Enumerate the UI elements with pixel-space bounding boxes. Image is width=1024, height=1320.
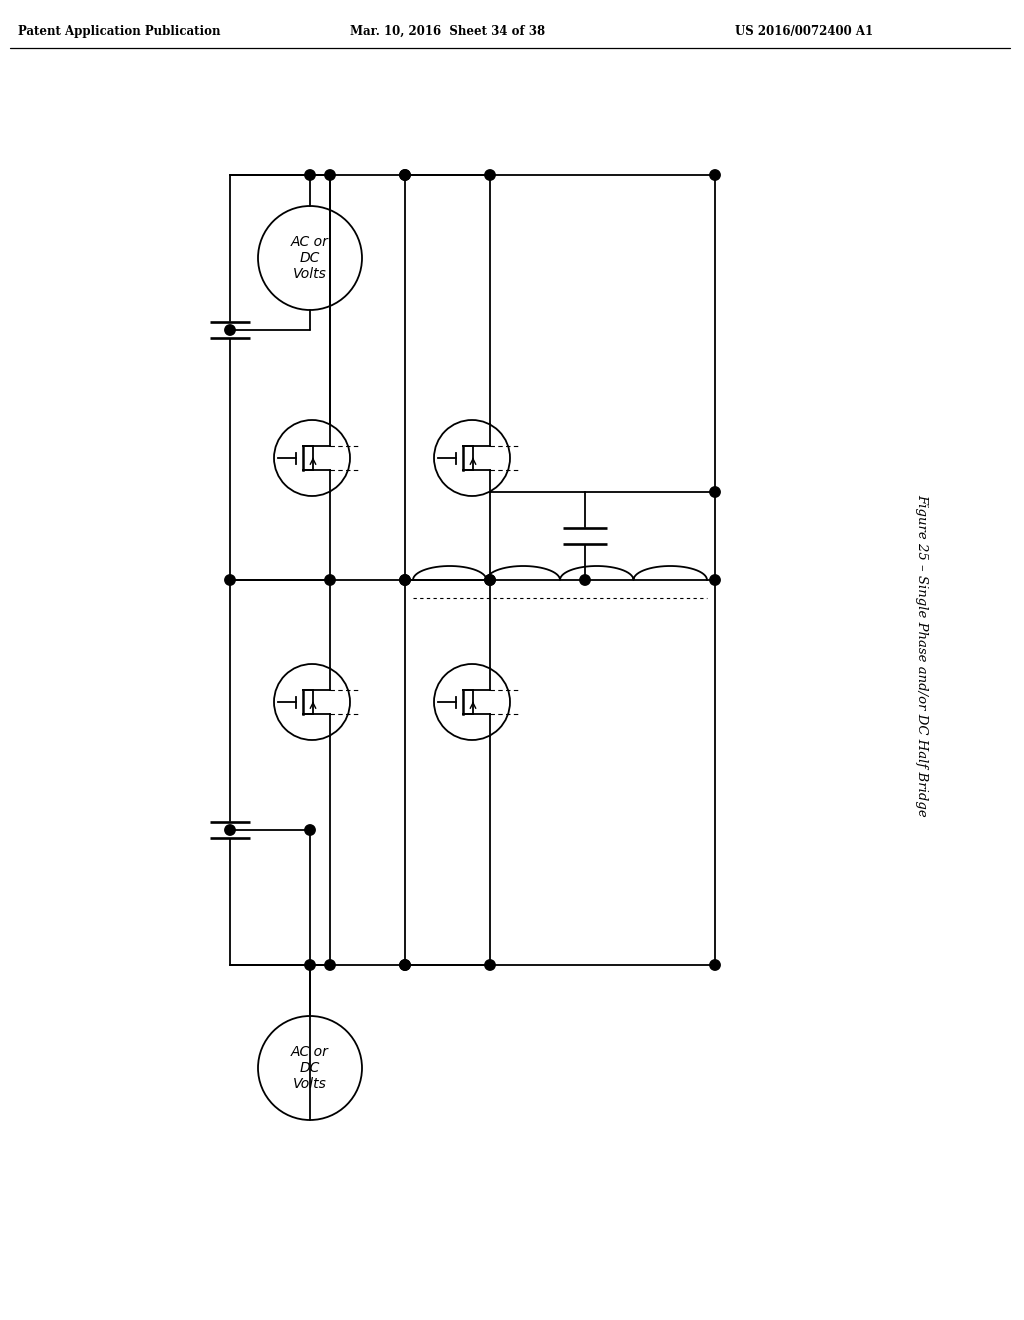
Circle shape	[225, 574, 236, 585]
Circle shape	[484, 960, 496, 970]
Circle shape	[305, 960, 315, 970]
Text: Patent Application Publication: Patent Application Publication	[18, 25, 220, 38]
Circle shape	[580, 574, 590, 585]
Circle shape	[325, 960, 335, 970]
Circle shape	[399, 170, 411, 181]
Circle shape	[399, 574, 411, 585]
Circle shape	[305, 825, 315, 836]
Circle shape	[399, 960, 411, 970]
Circle shape	[710, 487, 720, 498]
Circle shape	[325, 574, 335, 585]
Circle shape	[225, 825, 236, 836]
Text: Mar. 10, 2016  Sheet 34 of 38: Mar. 10, 2016 Sheet 34 of 38	[350, 25, 545, 38]
Text: Figure 25 – Single Phase and/or DC Half Bridge: Figure 25 – Single Phase and/or DC Half …	[915, 494, 929, 816]
Circle shape	[484, 170, 496, 181]
Circle shape	[325, 170, 335, 181]
Text: AC or
DC
Volts: AC or DC Volts	[291, 1045, 329, 1092]
Circle shape	[484, 574, 496, 585]
Circle shape	[484, 574, 496, 585]
Text: AC or
DC
Volts: AC or DC Volts	[291, 235, 329, 281]
Circle shape	[710, 960, 720, 970]
Circle shape	[710, 574, 720, 585]
Circle shape	[225, 325, 236, 335]
Circle shape	[399, 574, 411, 585]
Circle shape	[399, 170, 411, 181]
Text: US 2016/0072400 A1: US 2016/0072400 A1	[735, 25, 873, 38]
Circle shape	[710, 170, 720, 181]
Circle shape	[305, 170, 315, 181]
Circle shape	[399, 960, 411, 970]
